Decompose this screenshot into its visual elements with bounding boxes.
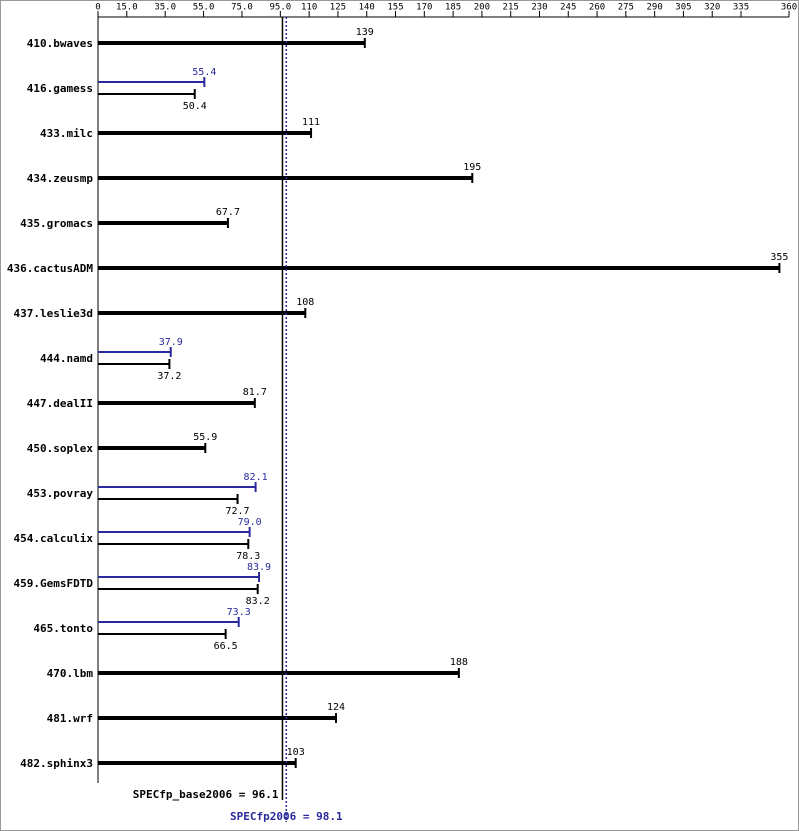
value-label: 83.9 <box>247 562 271 573</box>
x-tick-label: 0 <box>95 3 100 13</box>
x-tick-label: 335 <box>733 3 749 13</box>
bar <box>98 266 780 270</box>
bar <box>98 716 337 720</box>
value-label: 124 <box>327 702 345 713</box>
x-tick-label: 260 <box>589 3 605 13</box>
value-label: 82.1 <box>244 472 268 483</box>
category-label: 437.leslie3d <box>14 307 93 320</box>
bar <box>98 401 255 405</box>
bar <box>98 498 238 500</box>
x-tick-label: 185 <box>445 3 461 13</box>
category-label: 416.gamess <box>27 82 93 95</box>
x-tick-label: 170 <box>416 3 432 13</box>
bar <box>98 543 249 545</box>
bar <box>98 671 459 675</box>
reference-label: SPECfp_base2006 = 96.1 <box>133 788 279 801</box>
category-label: 481.wrf <box>47 712 93 725</box>
value-label: 103 <box>287 747 305 758</box>
value-label: 67.7 <box>216 207 240 218</box>
x-tick-label: 125 <box>330 3 346 13</box>
bar <box>98 531 250 533</box>
x-tick-label: 290 <box>647 3 663 13</box>
x-tick-label: 110 <box>301 3 317 13</box>
value-label: 79.0 <box>238 517 262 528</box>
reference-label: SPECfp2006 = 98.1 <box>230 810 343 823</box>
bar <box>98 633 226 635</box>
value-label: 81.7 <box>243 387 267 398</box>
value-label: 37.9 <box>159 337 183 348</box>
value-label: 55.4 <box>192 67 216 78</box>
value-label: 111 <box>302 117 320 128</box>
category-label: 410.bwaves <box>27 37 93 50</box>
value-label: 83.2 <box>246 596 270 607</box>
bar <box>98 351 171 353</box>
value-label: 73.3 <box>227 607 251 618</box>
x-tick-label: 360 <box>781 3 797 13</box>
bar <box>98 446 206 450</box>
value-label: 195 <box>463 162 481 173</box>
value-label: 72.7 <box>225 506 249 517</box>
bar <box>98 486 256 488</box>
bar <box>98 131 312 135</box>
x-tick-label: 215 <box>503 3 519 13</box>
category-label: 436.cactusADM <box>7 262 93 275</box>
value-label: 188 <box>450 657 468 668</box>
value-label: 55.9 <box>193 432 217 443</box>
category-label: 433.milc <box>40 127 93 140</box>
bar <box>98 761 296 765</box>
x-tick-label: 35.0 <box>154 3 176 13</box>
bar <box>98 576 260 578</box>
value-label: 78.3 <box>236 551 260 562</box>
bar <box>98 81 205 83</box>
bar <box>98 93 195 95</box>
bar <box>98 363 170 365</box>
category-label: 482.sphinx3 <box>20 757 93 770</box>
value-label: 66.5 <box>214 641 238 652</box>
category-label: 465.tonto <box>33 622 93 635</box>
category-label: 453.povray <box>27 487 94 500</box>
x-tick-label: 140 <box>359 3 375 13</box>
value-label: 139 <box>356 27 374 38</box>
category-label: 444.namd <box>40 352 93 365</box>
x-tick-label: 155 <box>387 3 403 13</box>
x-tick-label: 75.0 <box>231 3 253 13</box>
x-tick-label: 15.0 <box>116 3 138 13</box>
value-label: 50.4 <box>183 101 207 112</box>
bar <box>98 621 239 623</box>
category-label: 450.soplex <box>27 442 94 455</box>
x-tick-label: 305 <box>675 3 691 13</box>
x-tick-label: 95.0 <box>270 3 292 13</box>
category-label: 447.dealII <box>27 397 93 410</box>
x-tick-label: 245 <box>560 3 576 13</box>
x-tick-label: 200 <box>474 3 490 13</box>
x-tick-label: 275 <box>618 3 634 13</box>
value-label: 37.2 <box>157 371 181 382</box>
bar <box>98 588 258 590</box>
bar <box>98 176 473 180</box>
x-tick-label: 230 <box>531 3 547 13</box>
category-label: 459.GemsFDTD <box>14 577 94 590</box>
x-tick-label: 55.0 <box>193 3 215 13</box>
category-label: 470.lbm <box>47 667 94 680</box>
category-label: 454.calculix <box>14 532 94 545</box>
value-label: 355 <box>770 252 788 263</box>
value-label: 108 <box>296 297 314 308</box>
bar <box>98 41 365 45</box>
bar <box>98 311 306 315</box>
category-label: 435.gromacs <box>20 217 93 230</box>
bar <box>98 221 228 225</box>
category-label: 434.zeusmp <box>27 172 94 185</box>
x-tick-label: 320 <box>704 3 720 13</box>
